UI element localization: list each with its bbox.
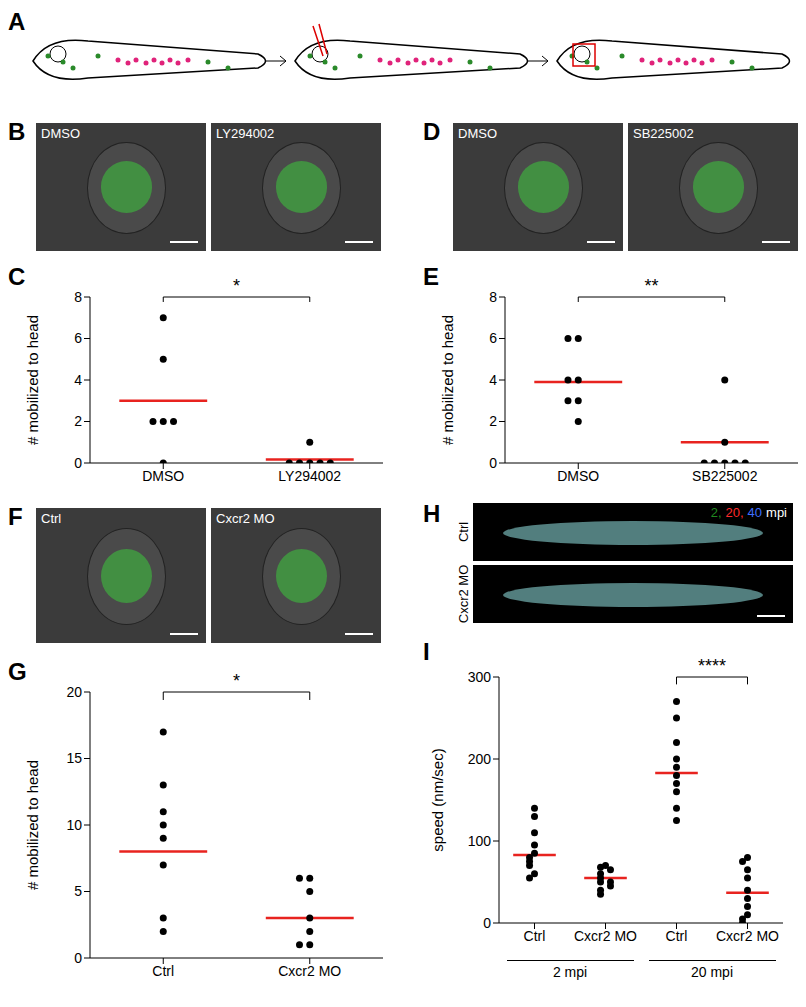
svg-text:# mobilized to head: # mobilized to head xyxy=(439,315,456,445)
svg-text:6: 6 xyxy=(489,330,497,346)
svg-text:SB225002: SB225002 xyxy=(692,468,758,484)
svg-text:*: * xyxy=(233,671,240,691)
html-text:SB225002: SB225002 xyxy=(633,126,694,141)
svg-text:Ctrl: Ctrl xyxy=(666,928,688,944)
html-text:20 mpi: 20 mpi xyxy=(691,964,733,980)
html-text:Ctrl: Ctrl xyxy=(455,521,471,543)
svg-text:300: 300 xyxy=(468,669,492,685)
svg-text:Cxcr2 MO: Cxcr2 MO xyxy=(716,928,779,944)
svg-text:2: 2 xyxy=(74,413,82,429)
svg-text:# mobilized to head: # mobilized to head xyxy=(24,760,41,890)
html-text:DMSO: DMSO xyxy=(458,126,497,141)
svg-text:0: 0 xyxy=(74,950,82,966)
svg-text:Ctrl: Ctrl xyxy=(524,928,546,944)
svg-text:*: * xyxy=(233,276,240,296)
svg-text:Ctrl: Ctrl xyxy=(152,963,174,979)
html-text:2 mpi: 2 mpi xyxy=(552,964,588,980)
svg-text:10: 10 xyxy=(66,817,82,833)
html-text:Cxcr2 MO: Cxcr2 MO xyxy=(216,511,275,526)
html-text:A: A xyxy=(8,8,26,35)
html-text:I: I xyxy=(423,638,430,665)
svg-text:4: 4 xyxy=(74,372,82,388)
svg-text:****: **** xyxy=(698,656,726,676)
svg-text:0: 0 xyxy=(74,455,82,471)
svg-text:200: 200 xyxy=(468,751,492,767)
svg-text:4: 4 xyxy=(489,372,497,388)
html-text:Cxcr2 MO: Cxcr2 MO xyxy=(455,564,471,624)
svg-text:20: 20 xyxy=(66,684,82,700)
html-text:LY294002: LY294002 xyxy=(216,126,275,141)
html-text:B: B xyxy=(8,118,26,145)
svg-text:Cxcr2 MO: Cxcr2 MO xyxy=(278,963,341,979)
svg-text:100: 100 xyxy=(468,833,492,849)
svg-text:DMSO: DMSO xyxy=(142,468,184,484)
html-text:E: E xyxy=(423,263,439,290)
svg-text:Cxcr2 MO: Cxcr2 MO xyxy=(574,928,637,944)
svg-text:DMSO: DMSO xyxy=(557,468,599,484)
svg-text:8: 8 xyxy=(74,289,82,305)
html-text:2, 20, 40 mpi: 2, 20, 40 mpi xyxy=(710,505,787,520)
html-text:H: H xyxy=(423,500,441,527)
html-text:D: D xyxy=(423,118,441,145)
svg-text:15: 15 xyxy=(66,750,82,766)
html-text:F: F xyxy=(8,503,23,530)
svg-text:**: ** xyxy=(644,276,658,296)
html-text:G: G xyxy=(8,658,27,685)
svg-text:# mobilized to head: # mobilized to head xyxy=(24,315,41,445)
svg-text:6: 6 xyxy=(74,330,82,346)
html-text:DMSO: DMSO xyxy=(41,126,80,141)
svg-text:speed (nm/sec): speed (nm/sec) xyxy=(429,748,446,851)
svg-text:0: 0 xyxy=(483,915,491,931)
svg-text:5: 5 xyxy=(74,883,82,899)
html-text:Ctrl: Ctrl xyxy=(41,511,62,526)
html-text:C: C xyxy=(8,263,26,290)
svg-text:LY294002: LY294002 xyxy=(278,468,341,484)
svg-text:8: 8 xyxy=(489,289,497,305)
svg-text:0: 0 xyxy=(489,455,497,471)
svg-text:2: 2 xyxy=(489,413,497,429)
